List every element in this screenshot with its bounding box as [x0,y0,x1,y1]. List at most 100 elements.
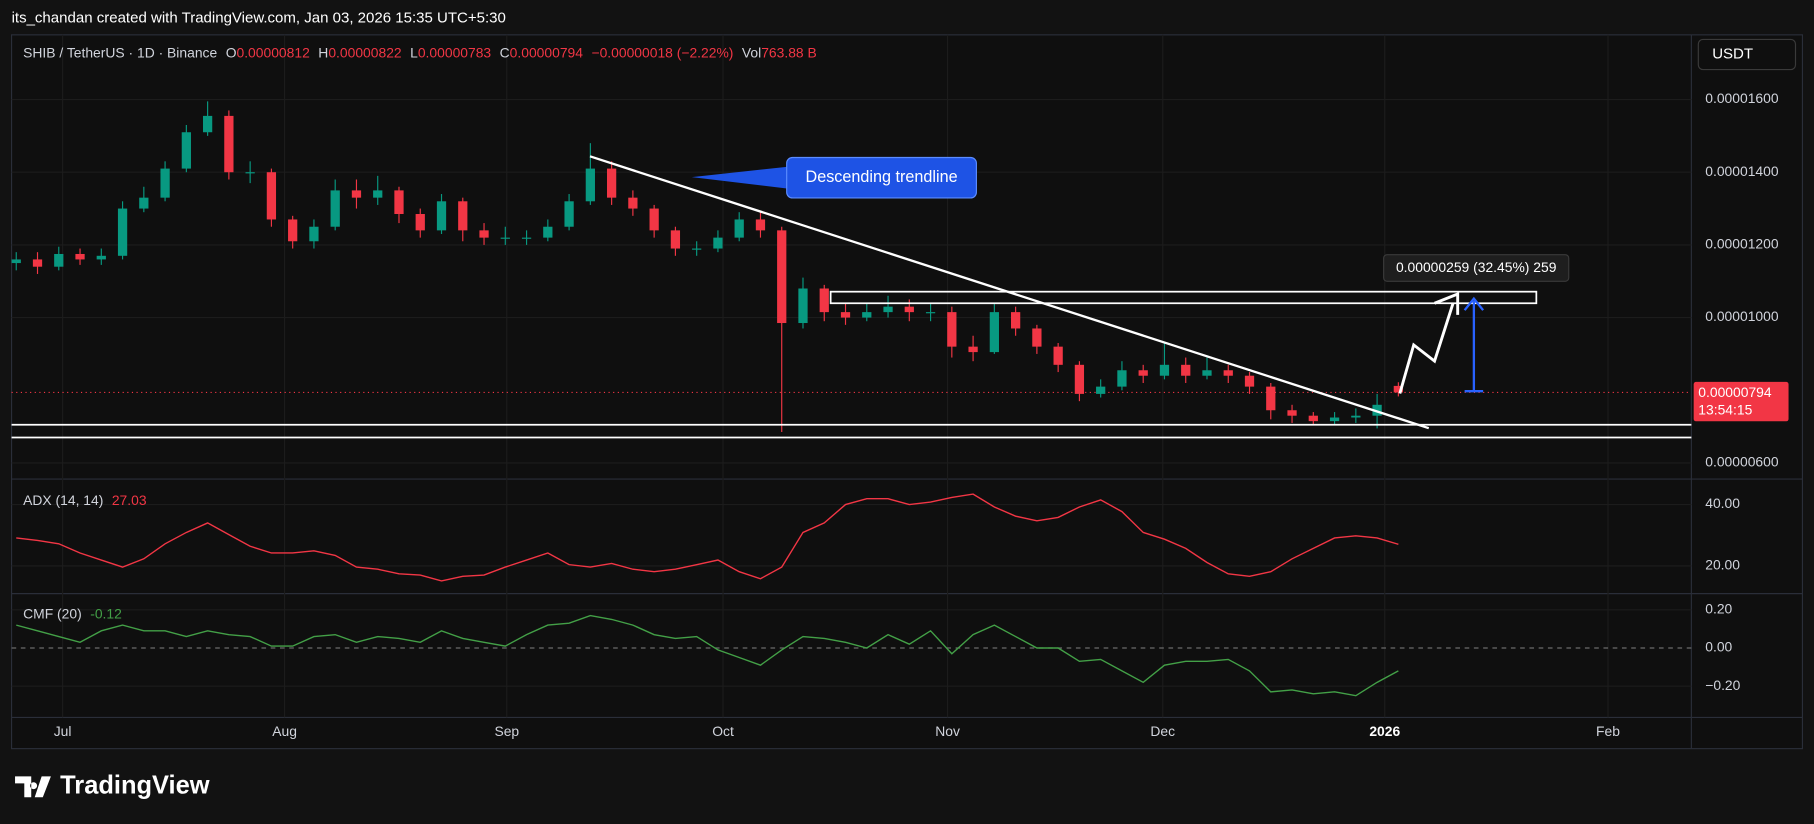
candle-body [649,208,659,231]
candle-body [819,288,829,313]
candle-body [458,201,468,231]
measure-text: 0.00000259 (32.45%) 259 [1396,259,1557,275]
candle-body [436,201,447,231]
candle-body [862,312,872,318]
candle-body [1074,364,1085,394]
y-tick-label: 20.00 [1705,557,1740,573]
cmf-title: CMF (20) [23,605,82,621]
y-tick-label: 0.00001400 [1705,163,1779,179]
x-tick-label: Jul [54,723,72,739]
projection-arrowhead [1434,291,1460,315]
cmf-legend: CMF (20) -0.12 [23,605,122,621]
candle-body [1223,370,1233,376]
candle-body [968,346,978,353]
candle-body [585,168,595,202]
x-tick-label: Nov [935,723,960,739]
candle-body [309,226,319,242]
x-tick-label: Sep [494,723,519,739]
adx-last-value: 27.03 [112,492,147,508]
brand-name: TradingView [60,772,210,800]
callout-box [786,156,977,199]
candle-body [1351,415,1361,418]
y-tick-label: 0.00001000 [1705,308,1779,324]
y-tick-label: 0.20 [1705,601,1732,617]
resistance-zone [829,290,1538,305]
candle-body [628,197,638,209]
candle-body [798,288,808,324]
candle-body [288,219,298,242]
candle-body [96,255,106,260]
candle-body [11,259,21,264]
candle-body [1117,370,1127,387]
watermark: its_chandan created with TradingView.com… [12,10,506,27]
ohlc-key: H [318,44,328,60]
currency-label[interactable]: USDT [1712,45,1753,62]
candle-body [1244,375,1255,387]
legend: SHIB / TetherUS · 1D · Binance O0.000008… [23,44,817,60]
candle-body [266,172,277,220]
cmf-last-value: -0.12 [90,605,122,621]
callout-pointer [691,165,799,190]
candle-body [1393,385,1403,393]
x-tick-label: 2026 [1369,723,1400,739]
candle-body [1138,370,1148,376]
vol-value: 763.88 B [761,44,817,60]
y-tick-label: 0.00 [1705,639,1732,655]
candle-body [32,259,43,267]
ohlc-key: L [410,44,418,60]
projection-arrow [1398,302,1455,394]
candle-body [692,248,702,250]
candle-body [117,208,128,256]
candle-body [755,219,766,231]
candle-body [373,190,383,198]
candle-body [351,190,362,198]
y-tick-label: 0.00001600 [1705,90,1779,106]
currency-button[interactable] [1697,38,1797,71]
ohlc-key: O [226,44,237,60]
price-tag-countdown: 13:54:15 [1698,402,1752,418]
ohlc-value: 0.00000794 [510,44,584,60]
price-tag-box [1693,381,1789,422]
ohlc-value: 0.00000783 [418,44,492,60]
candle-body [713,237,723,249]
price-tag: 0.00000794 13:54:15 [1693,381,1789,422]
x-tick-label: Feb [1596,723,1620,739]
candle-body [479,230,489,238]
candle-body [75,253,85,260]
candle-body [670,230,681,249]
candle-body [1287,410,1297,416]
measure-arrowhead [1463,296,1485,311]
candle-body [989,312,999,353]
ohlc-key: C [500,44,510,60]
ohlc-value: 0.00000812 [236,44,310,60]
candle-body [1159,364,1170,376]
y-tick-label: −0.20 [1705,677,1740,693]
marks [11,101,1403,697]
candle-body [1053,346,1063,365]
candle-body [1266,386,1276,411]
candle-body [181,132,191,169]
y-tick-label: 0.00000600 [1705,454,1779,470]
candle-body [543,226,553,238]
candle-body [564,201,574,227]
candle-body [1010,312,1021,329]
candle-body [925,312,936,314]
indicator-line [16,614,1399,697]
indicator-line [16,493,1399,582]
candle-body [1181,364,1191,376]
measure-box [1383,254,1570,282]
grid [11,34,1692,718]
candle-body [883,306,893,313]
symbol: SHIB / TetherUS · 1D · Binance [23,44,217,60]
vol-key: Vol [742,44,761,60]
candle-body [606,168,617,198]
ohlc-value: 0.00000822 [328,44,402,60]
adx-legend: ADX (14, 14) 27.03 [23,492,147,508]
trendline [589,155,1430,430]
chart-frame [10,34,1804,750]
candle-body [139,197,149,209]
candle-body [1202,370,1212,376]
y-tick-label: 40.00 [1705,495,1740,511]
